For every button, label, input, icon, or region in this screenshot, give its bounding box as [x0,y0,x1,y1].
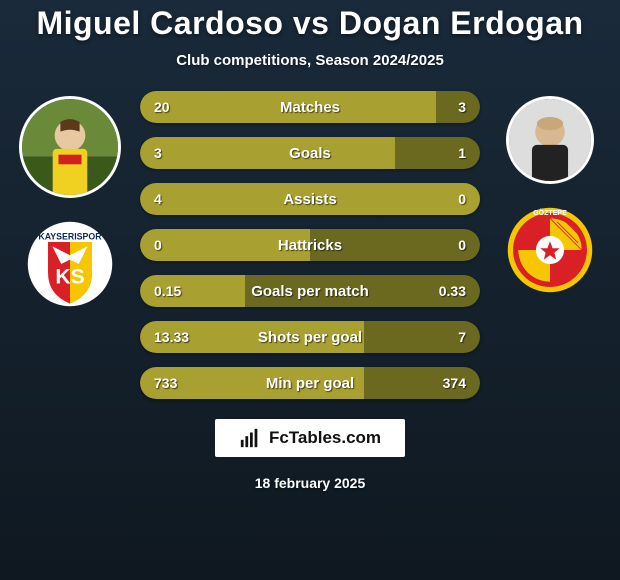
stat-label: Assists [210,191,410,208]
stats-list: 20Matches33Goals14Assists00Hattricks00.1… [140,91,480,399]
date-text: 18 february 2025 [255,475,366,491]
stat-value-left: 0 [140,237,210,253]
player2-club-logo: GÖZTEPE [506,206,594,294]
comparison-area: KAYSERISPOR KS 20Matches33Goals14Assists… [0,91,620,399]
player2-photo [506,96,594,184]
stat-row: 733Min per goal374 [140,367,480,399]
branding-text: FcTables.com [269,428,381,448]
player1-photo [19,96,121,198]
stat-row: 3Goals1 [140,137,480,169]
stat-value-right: 0.33 [410,283,480,299]
stat-row: 0.15Goals per match0.33 [140,275,480,307]
svg-text:KS: KS [55,265,84,288]
stat-row: 4Assists0 [140,183,480,215]
stat-label: Matches [210,99,410,116]
stat-label: Goals per match [210,283,410,300]
stat-value-left: 0.15 [140,283,210,299]
stat-label: Shots per goal [210,329,410,346]
stat-value-left: 20 [140,99,210,115]
player1-column: KAYSERISPOR KS [10,91,130,308]
stat-label: Hattricks [210,237,410,254]
stat-value-right: 3 [410,99,480,115]
branding-badge: FcTables.com [215,419,405,457]
player2-column: GÖZTEPE [490,91,610,294]
stat-row: 13.33Shots per goal7 [140,321,480,353]
stat-value-left: 4 [140,191,210,207]
stat-row: 0Hattricks0 [140,229,480,261]
stat-value-right: 0 [410,237,480,253]
stat-row: 20Matches3 [140,91,480,123]
stat-value-left: 733 [140,375,210,391]
stat-value-right: 7 [410,329,480,345]
stat-value-left: 13.33 [140,329,210,345]
subtitle: Club competitions, Season 2024/2025 [176,52,444,69]
stat-label: Min per goal [210,375,410,392]
stat-value-right: 0 [410,191,480,207]
stat-value-left: 3 [140,145,210,161]
stat-value-right: 374 [410,375,480,391]
stat-label: Goals [210,145,410,162]
stat-value-right: 1 [410,145,480,161]
svg-text:GÖZTEPE: GÖZTEPE [533,208,567,217]
page-title: Miguel Cardoso vs Dogan Erdogan [36,5,583,42]
svg-text:KAYSERISPOR: KAYSERISPOR [38,231,102,241]
player1-club-logo: KAYSERISPOR KS [26,220,114,308]
chart-icon [239,427,261,449]
